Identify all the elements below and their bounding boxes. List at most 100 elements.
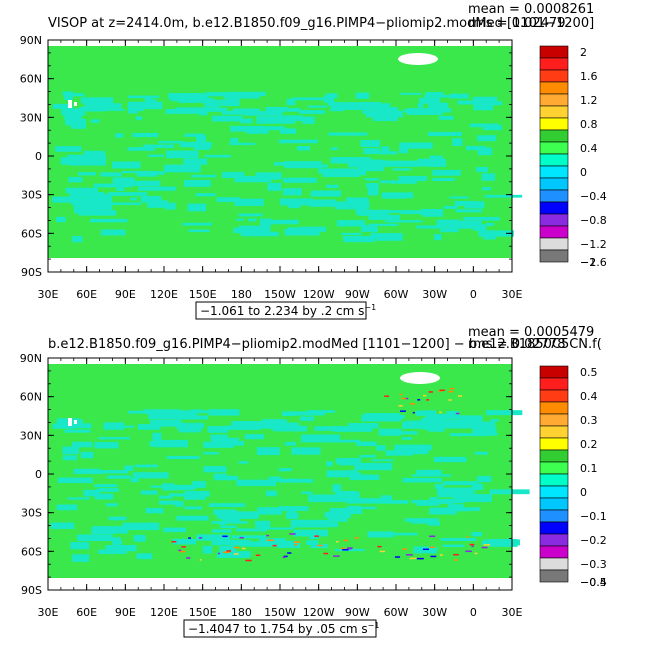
panel-2-rms-label: rms = 0.02778 xyxy=(468,337,565,352)
colorbar-label: −0.1 xyxy=(580,510,607,523)
colorbar-label: 0.4 xyxy=(580,142,598,155)
lon-tick-label: 90W xyxy=(345,288,370,301)
colorbar-swatch xyxy=(539,165,569,179)
colorbar-swatch xyxy=(539,213,569,227)
panel-1-title: VISOP at z=2414.0m, b.e12.B1850.f09_g16.… xyxy=(48,16,594,31)
panel-1-mean-label: mean = 0.0008261 xyxy=(468,2,594,17)
lon-tick-label: 180 xyxy=(231,606,252,619)
lat-tick-label: 30N xyxy=(20,111,42,124)
colorbar-swatch xyxy=(539,437,569,451)
colorbar-swatch xyxy=(539,189,569,203)
panel-2-map xyxy=(47,357,530,591)
panel-2-ticks xyxy=(47,357,513,591)
colorbar-swatch xyxy=(539,569,569,583)
colorbar-swatch xyxy=(539,201,569,215)
colorbar-label: −0.8 xyxy=(580,214,607,227)
panel-1-range-text: −1.061 to 2.234 by .2 cm s−1 xyxy=(200,303,376,318)
colorbar-swatch xyxy=(539,521,569,535)
lat-tick-label: 90N xyxy=(20,34,42,47)
colorbar-swatch xyxy=(539,473,569,487)
lon-tick-label: 120W xyxy=(303,606,335,619)
lon-tick-label: 30W xyxy=(422,606,447,619)
lat-tick-label: 30S xyxy=(21,507,42,520)
lon-tick-label: 150E xyxy=(189,606,217,619)
colorbar-swatch xyxy=(539,141,569,155)
lon-tick-label: 150W xyxy=(264,288,296,301)
colorbar-swatch xyxy=(539,461,569,475)
lon-tick-label: 0 xyxy=(470,606,477,619)
colorbar-swatch xyxy=(539,389,569,403)
panel-2-range-box: −1.4047 to 1.754 by .05 cm s−1 xyxy=(183,619,379,638)
lon-tick-label: 30E xyxy=(38,288,59,301)
colorbar-label: 0 xyxy=(580,486,587,499)
panel-1-land-antarctica-edge xyxy=(398,53,438,65)
panel-2-range-text: −1.4047 to 1.754 by .05 cm s−1 xyxy=(188,621,379,636)
colorbar-label: −2 xyxy=(580,256,596,269)
colorbar-swatch xyxy=(539,117,569,131)
colorbar-label: 2 xyxy=(580,46,587,59)
colorbar-label: 1.2 xyxy=(580,94,598,107)
lon-tick-label: 30E xyxy=(502,606,523,619)
colorbar-swatch xyxy=(539,57,569,71)
colorbar-label: −0.3 xyxy=(580,558,607,571)
colorbar-label: −1.2 xyxy=(580,238,607,251)
lon-tick-label: 180 xyxy=(231,288,252,301)
colorbar-swatch xyxy=(539,45,569,59)
colorbar-swatch xyxy=(539,485,569,499)
colorbar-swatch xyxy=(539,497,569,511)
colorbar-swatch xyxy=(539,401,569,415)
lat-tick-label: 90N xyxy=(20,352,42,365)
colorbar-label: −0.4 xyxy=(580,576,607,589)
lat-tick-label: 60N xyxy=(20,73,42,86)
panel-1-map xyxy=(47,39,523,273)
panel-2-title: b.e12.B1850.f09_g16.PIMP4−pliomip2.modMe… xyxy=(48,337,602,352)
panel-2-lat-labels: 90N 60N 30N 0 30S 60S 90S xyxy=(20,352,42,597)
panel-2: mean = 0.0005479 b.e12.B1850.f09_g16.PIM… xyxy=(20,325,607,638)
lat-tick-label: 60S xyxy=(21,227,42,240)
panel-1-rms-label: rms = 0.02479 xyxy=(468,16,565,31)
colorbar-label: 0.5 xyxy=(580,366,598,379)
lat-tick-label: 30N xyxy=(20,429,42,442)
colorbar-label: 0.2 xyxy=(580,438,598,451)
lon-tick-label: 60W xyxy=(384,288,409,301)
colorbar-label: 0.4 xyxy=(580,390,598,403)
lon-tick-label: 60E xyxy=(76,606,97,619)
panel-2-anomaly-patches xyxy=(50,387,530,562)
lon-tick-label: 0 xyxy=(470,288,477,301)
lon-tick-label: 60W xyxy=(384,606,409,619)
panel-2-land-antarctica-edge xyxy=(400,372,440,384)
panel-2-lon-labels: 30E 60E 90E 120E 150E 180 150W 120W 90W 60W 30W 0 30… xyxy=(38,606,523,619)
lon-tick-label: 120W xyxy=(303,288,335,301)
colorbar-label: 0 xyxy=(580,166,587,179)
lat-tick-label: 90S xyxy=(21,266,42,279)
panel-2-mean-label: mean = 0.0005479 xyxy=(468,325,594,340)
colorbar-swatch xyxy=(539,377,569,391)
colorbar-swatch xyxy=(539,225,569,239)
lat-tick-label: 60S xyxy=(21,545,42,558)
colorbar-label: −0.4 xyxy=(580,190,607,203)
panel-1-colorbar: 2 1.6 1.2 0.8 0.4 0 −0.4 −0.8 −1.2 −1.6−2 xyxy=(539,45,607,269)
panel-2-colorbar: 0.5 0.4 0.3 0.2 0.1 0 −0.1 −0.2 −0.3 −0.4−0.5 xyxy=(539,365,607,589)
panel-1: mean = 0.0008261 VISOP at z=2414.0m, b.e… xyxy=(20,2,607,320)
panel-1-lon-labels: 30E 60E 90E 120E 150E 180 150W 120W 90W 60W 30W 0 30… xyxy=(38,288,523,301)
panel-1-anomaly-patches xyxy=(52,91,523,243)
colorbar-swatch xyxy=(539,81,569,95)
lon-tick-label: 150E xyxy=(189,288,217,301)
colorbar-label: 1.6 xyxy=(580,70,598,83)
lon-tick-label: 90E xyxy=(115,606,136,619)
lon-tick-label: 30E xyxy=(502,288,523,301)
lon-tick-label: 30E xyxy=(38,606,59,619)
colorbar-swatch xyxy=(539,533,569,547)
colorbar-swatch xyxy=(539,177,569,191)
colorbar-swatch xyxy=(539,425,569,439)
colorbar-label: 0.3 xyxy=(580,414,598,427)
lat-tick-label: 0 xyxy=(35,468,42,481)
colorbar-swatch xyxy=(539,129,569,143)
colorbar-label: 0.8 xyxy=(580,118,598,131)
panel-1-range-box: −1.061 to 2.234 by .2 cm s−1 xyxy=(195,301,376,320)
lon-tick-label: 120E xyxy=(150,288,178,301)
panel-1-ticks xyxy=(47,39,513,273)
colorbar-label: −1.6 xyxy=(580,256,607,269)
colorbar-label: −0.2 xyxy=(580,534,607,547)
